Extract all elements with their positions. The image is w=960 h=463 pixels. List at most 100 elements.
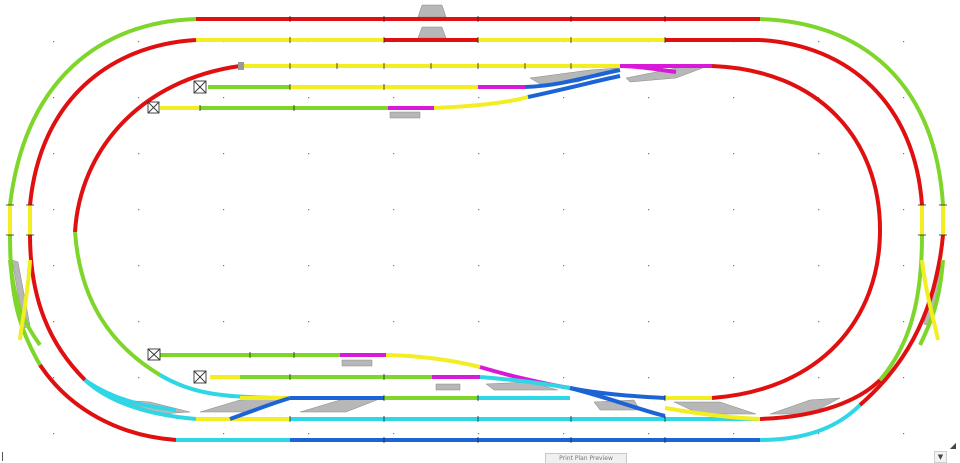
grid-dot xyxy=(393,97,395,99)
grid-dot xyxy=(733,377,735,379)
buffer-stop-icon xyxy=(147,101,160,114)
track-inner-left-curve xyxy=(73,64,241,233)
track-second-left-lower xyxy=(28,234,87,382)
buffer-stops xyxy=(147,80,207,384)
track-second-bottom-right xyxy=(759,378,882,421)
grid-dot xyxy=(818,321,820,323)
track-second-left-curve xyxy=(28,38,197,206)
buffer-stop-icon xyxy=(147,348,161,361)
siding-bottom-1-curve xyxy=(385,353,481,369)
grid-dot xyxy=(308,321,310,323)
crossover-left-a xyxy=(8,259,42,347)
grid-dot xyxy=(223,97,225,99)
grid-dot xyxy=(393,265,395,267)
grid-dot xyxy=(818,265,820,267)
grid-dot xyxy=(648,97,650,99)
grid-dot xyxy=(138,321,140,323)
grid-dot xyxy=(563,321,565,323)
grid-dot xyxy=(648,265,650,267)
track-outer-bottom-cyan-b xyxy=(759,403,862,442)
grid-dot xyxy=(733,209,735,211)
grid-dot xyxy=(818,209,820,211)
grid-dot xyxy=(563,209,565,211)
turnout-top-blue xyxy=(527,74,621,99)
grid-dot xyxy=(903,97,905,99)
platform-icon xyxy=(485,381,559,391)
grid-dot xyxy=(308,153,310,155)
platform-icon xyxy=(299,397,383,413)
platform-icon xyxy=(199,397,291,413)
track-end-marker xyxy=(238,62,244,70)
siding-top-2-curve xyxy=(433,95,529,110)
grid-dot xyxy=(53,377,55,379)
grid-dot xyxy=(733,433,735,435)
crossover-right-a xyxy=(918,259,945,346)
track-outer-left-top-curve xyxy=(8,17,197,206)
platform-icon xyxy=(389,111,421,119)
grid-dot xyxy=(563,377,565,379)
track-outer-left-bottom xyxy=(38,363,177,442)
grid-dot xyxy=(478,97,480,99)
grid-dot xyxy=(138,265,140,267)
track-second-right-lower xyxy=(878,234,924,382)
siding-bottom-2-curve xyxy=(479,375,571,390)
grid-dot xyxy=(648,321,650,323)
grid-dot xyxy=(223,265,225,267)
grid-dot xyxy=(648,153,650,155)
grid-dot xyxy=(53,209,55,211)
grid-dot xyxy=(648,209,650,211)
grid-dot xyxy=(53,265,55,267)
track-outer-right-lower xyxy=(858,234,945,407)
ruler-tick xyxy=(2,452,3,461)
platform-icon xyxy=(435,383,461,391)
turnout-bottom-yellow xyxy=(664,406,761,421)
grid-dot xyxy=(393,433,395,435)
turnout-bottom-left-blue xyxy=(229,396,291,421)
grid-dot xyxy=(393,321,395,323)
resize-grip-icon[interactable]: ◢ xyxy=(949,441,957,450)
grid-dot xyxy=(818,377,820,379)
track-inner-left-lower xyxy=(73,231,162,377)
grid-dot xyxy=(903,321,905,323)
grid-dot xyxy=(903,433,905,435)
grid-dot xyxy=(53,321,55,323)
grid-dot xyxy=(733,321,735,323)
grid-dot xyxy=(308,433,310,435)
turnout-bottom-left-cyan xyxy=(83,378,177,412)
grid-dot xyxy=(478,321,480,323)
grid-dot xyxy=(648,377,650,379)
grid-dot xyxy=(903,265,905,267)
grid-dot xyxy=(223,321,225,323)
grid-dot xyxy=(393,153,395,155)
grid-dot xyxy=(308,97,310,99)
grid-dot xyxy=(563,97,565,99)
grid-dot xyxy=(818,433,820,435)
scroll-down-icon[interactable]: ▼ xyxy=(934,451,947,463)
grid-dot xyxy=(138,377,140,379)
grid-dot xyxy=(308,265,310,267)
grid-dot xyxy=(138,209,140,211)
grid-dot xyxy=(478,209,480,211)
grid-dot xyxy=(733,153,735,155)
grid-dot xyxy=(53,97,55,99)
grid-dot xyxy=(818,153,820,155)
turnout-bottom-blue-a xyxy=(569,386,666,418)
crossover-right-b xyxy=(920,259,940,341)
track-layer[interactable] xyxy=(8,17,945,442)
grid-dot xyxy=(223,209,225,211)
grid-dot xyxy=(563,433,565,435)
platform-icon xyxy=(341,359,373,367)
siding-top-1-blue xyxy=(524,68,621,89)
buffer-stop-icon xyxy=(193,80,207,94)
grid-dot xyxy=(223,153,225,155)
grid-dot xyxy=(138,41,140,43)
platform-icon xyxy=(417,4,447,18)
grid-dot xyxy=(478,433,480,435)
grid-dot xyxy=(53,153,55,155)
grid-dot xyxy=(563,153,565,155)
grid-dot xyxy=(308,209,310,211)
grid-dot xyxy=(648,433,650,435)
grid-dot xyxy=(903,209,905,211)
grid-dot xyxy=(223,433,225,435)
